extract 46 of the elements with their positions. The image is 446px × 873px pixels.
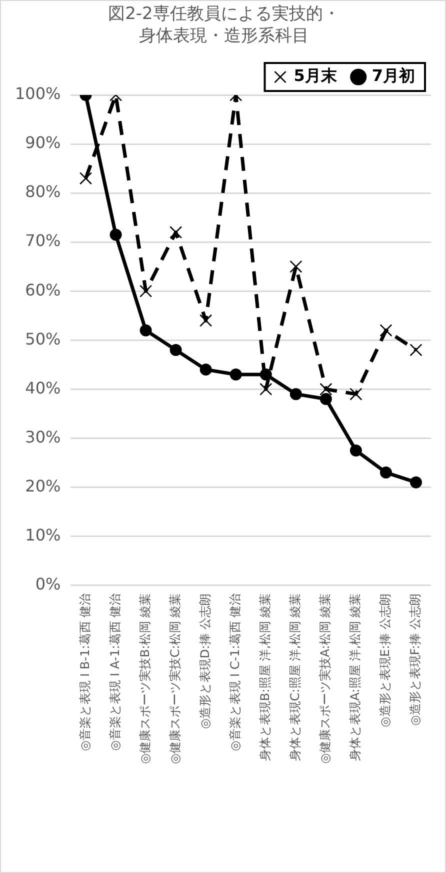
legend-label: 5月末 bbox=[294, 66, 338, 86]
y-tick-label: 50% bbox=[25, 329, 61, 348]
x-tick-label: ◎音楽と表現 I B-1:葛西 健治 bbox=[78, 593, 92, 751]
point bbox=[380, 466, 392, 479]
y-tick-label: 0% bbox=[35, 574, 61, 594]
point bbox=[140, 324, 152, 336]
point bbox=[410, 344, 422, 356]
point bbox=[230, 368, 242, 380]
y-tick-label: 60% bbox=[25, 280, 61, 300]
point bbox=[110, 228, 122, 241]
x-tick-label: ◎健康スポーツ実技C:松岡 綾葉 bbox=[168, 593, 182, 764]
point bbox=[350, 444, 362, 456]
point bbox=[410, 476, 422, 488]
x-tick-label: ◎造形と表現D:捧 公志朗 bbox=[198, 593, 212, 729]
x-tick-label: ◎造形と表現E:捧 公志朗 bbox=[378, 593, 392, 728]
point bbox=[380, 324, 392, 337]
point bbox=[170, 226, 182, 239]
y-tick-label: 100% bbox=[14, 84, 61, 104]
point bbox=[139, 284, 152, 298]
x-tick-label: 身体と表現C:照屋 洋,松岡 綾葉 bbox=[288, 593, 302, 762]
point bbox=[290, 260, 302, 273]
point bbox=[79, 172, 92, 185]
point bbox=[290, 388, 302, 400]
point bbox=[260, 382, 272, 396]
y-tick-label: 90% bbox=[25, 133, 61, 152]
x-tick-label: ◎音楽と表現 I A-1:葛西 健治 bbox=[108, 593, 122, 751]
point bbox=[170, 344, 182, 356]
x-tick-label: 身体と表現A:照屋 洋,松岡 綾葉 bbox=[348, 593, 362, 761]
x-tick-label: ◎健康スポーツ実技B:松岡 綾葉 bbox=[138, 593, 152, 764]
point bbox=[200, 314, 212, 327]
x-tick-label: 身体と表現B:照屋 洋,松岡 綾葉 bbox=[258, 593, 272, 762]
x-tick-label: ◎健康スポーツ実技A:松岡 綾葉 bbox=[318, 593, 332, 764]
legend-label: 7月初 bbox=[372, 66, 416, 86]
chart-title: 図2-2専任教員による実技的・身体表現・造形系科目 bbox=[107, 3, 341, 47]
y-tick-label: 40% bbox=[25, 378, 61, 398]
point bbox=[320, 392, 332, 405]
y-tick-label: 80% bbox=[25, 182, 61, 202]
y-tick-label: 20% bbox=[25, 476, 61, 496]
point bbox=[200, 364, 212, 376]
point bbox=[320, 382, 332, 396]
point bbox=[350, 388, 362, 400]
y-tick-label: 30% bbox=[25, 427, 61, 446]
y-tick-label: 70% bbox=[25, 231, 61, 250]
y-tick-label: 10% bbox=[25, 525, 61, 544]
x-tick-label: ◎音楽と表現 I C-1:葛西 健治 bbox=[228, 593, 242, 752]
x-tick-label: ◎造形と表現F:捧 公志朗 bbox=[408, 593, 422, 726]
